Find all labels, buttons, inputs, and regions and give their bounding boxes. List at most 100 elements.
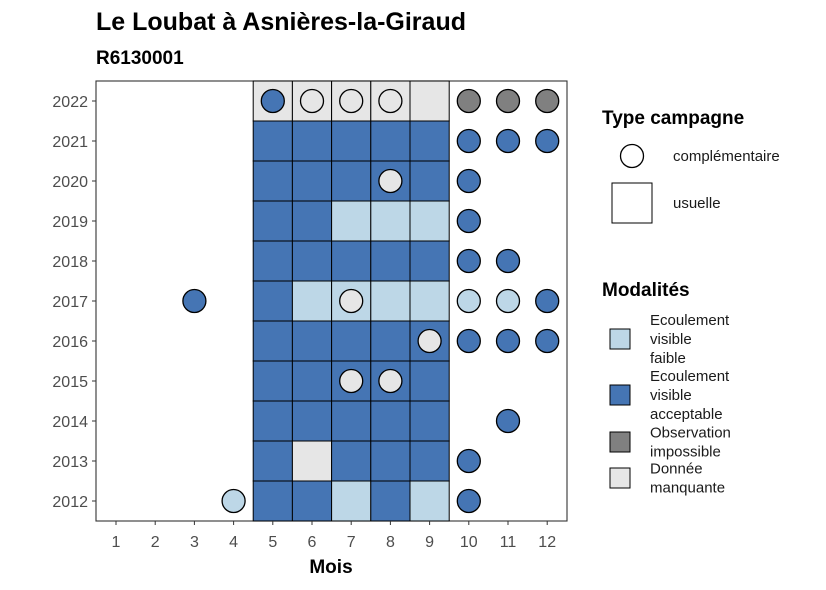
tile-2012-8 xyxy=(370,480,411,522)
point-2021-12 xyxy=(535,128,560,154)
x-tick-label: 7 xyxy=(347,534,356,551)
tile-2016-8 xyxy=(370,320,411,362)
point-2022-6 xyxy=(299,88,325,114)
tile-2019-6 xyxy=(291,200,333,242)
point-2021-10 xyxy=(456,128,481,154)
tile-2021-8 xyxy=(370,120,411,162)
legend-label-faible: Ecoulement visible faible xyxy=(650,312,730,367)
y-tick-label: 2019 xyxy=(52,214,88,231)
legend-label-manquante: Donnée manquante xyxy=(650,461,725,497)
tile-2019-5 xyxy=(252,200,293,242)
tile-2018-5 xyxy=(252,240,293,282)
tile-2013-9 xyxy=(409,440,450,482)
y-tick-label: 2021 xyxy=(52,134,88,151)
point-2017-3 xyxy=(182,288,207,314)
tile-2017-9 xyxy=(409,280,450,322)
tile-2020-7 xyxy=(331,160,372,202)
tile-2013-7 xyxy=(331,440,372,482)
point-2016-9 xyxy=(417,328,442,354)
legend-key-usuelle xyxy=(611,182,653,224)
x-tick-label: 8 xyxy=(386,534,395,551)
tile-2020-5 xyxy=(252,160,293,202)
x-tick-label: 10 xyxy=(460,534,478,551)
point-2016-10 xyxy=(456,328,481,354)
point-2012-4 xyxy=(221,488,246,514)
point-2016-11 xyxy=(495,328,521,354)
tile-2013-8 xyxy=(370,440,411,482)
y-tick-label: 2016 xyxy=(52,334,88,351)
tile-2014-6 xyxy=(291,400,333,442)
point-2017-10 xyxy=(456,288,481,314)
legend-label-complementaire: complémentaire xyxy=(673,148,780,165)
y-tick-label: 2018 xyxy=(52,254,88,271)
tile-2021-6 xyxy=(291,120,333,162)
tile-2020-6 xyxy=(291,160,333,202)
tile-2021-5 xyxy=(252,120,293,162)
point-2016-12 xyxy=(535,328,560,354)
tile-2012-6 xyxy=(291,480,333,522)
point-2022-12 xyxy=(535,88,560,114)
tile-2018-6 xyxy=(291,240,333,282)
tile-2021-9 xyxy=(409,120,450,162)
point-2020-10 xyxy=(456,168,481,194)
tile-2014-5 xyxy=(252,400,293,442)
point-2018-10 xyxy=(456,248,481,274)
tile-2014-8 xyxy=(370,400,411,442)
point-2022-8 xyxy=(378,88,403,114)
chart-subtitle: R6130001 xyxy=(96,48,184,69)
point-2019-10 xyxy=(456,208,481,234)
point-2017-12 xyxy=(535,288,560,314)
y-tick-label: 2020 xyxy=(52,174,88,191)
tile-2017-6 xyxy=(291,280,333,322)
tile-2014-7 xyxy=(331,400,372,442)
tile-2016-5 xyxy=(252,320,293,362)
x-tick-label: 9 xyxy=(425,534,434,551)
y-tick-label: 2014 xyxy=(52,414,88,431)
y-tick-label: 2022 xyxy=(52,94,88,111)
legend-label-acceptable: Ecoulement visible acceptable xyxy=(650,368,730,423)
point-2012-10 xyxy=(456,488,481,514)
tile-2014-9 xyxy=(409,400,450,442)
legend-swatch-impossible xyxy=(609,431,631,453)
y-tick-label: 2012 xyxy=(52,494,88,511)
tile-2013-6 xyxy=(291,440,333,482)
point-2022-10 xyxy=(456,88,481,114)
point-2014-11 xyxy=(495,408,521,434)
x-tick-label: 1 xyxy=(112,534,121,551)
tile-2015-5 xyxy=(252,360,293,402)
tile-2019-8 xyxy=(370,200,411,242)
tile-2013-5 xyxy=(252,440,293,482)
tile-2018-7 xyxy=(331,240,372,282)
tile-2020-9 xyxy=(409,160,450,202)
tile-2017-8 xyxy=(370,280,411,322)
chart-title: Le Loubat à Asnières-la-Giraud xyxy=(96,8,466,36)
x-axis: 1 2 3 4 5 6 7 8 9 10 11 12 xyxy=(112,521,556,551)
tile-2019-7 xyxy=(331,200,372,242)
tile-2012-5 xyxy=(252,480,293,522)
tile-2017-5 xyxy=(252,280,293,322)
x-tick-label: 11 xyxy=(500,534,517,551)
point-2018-11 xyxy=(495,248,521,274)
x-tick-label: 4 xyxy=(229,534,238,551)
tile-2012-7 xyxy=(331,480,372,522)
point-2017-7 xyxy=(339,288,364,314)
point-2022-5 xyxy=(260,88,285,114)
x-tick-label: 3 xyxy=(190,534,199,551)
point-2021-11 xyxy=(495,128,521,154)
point-2020-8 xyxy=(378,168,403,194)
point-2022-7 xyxy=(339,88,364,114)
point-2013-10 xyxy=(456,448,481,474)
legend-swatch-acceptable xyxy=(609,384,631,406)
plot-area xyxy=(95,80,568,522)
tile-2021-7 xyxy=(331,120,372,162)
y-tick-label: 2017 xyxy=(52,294,88,311)
tile-2015-9 xyxy=(409,360,450,402)
tile-2015-6 xyxy=(291,360,333,402)
legend-type: complémentaire usuelle xyxy=(611,143,780,224)
x-tick-label: 12 xyxy=(538,534,556,551)
tile-2022-9 xyxy=(409,80,450,122)
point-2017-11 xyxy=(495,288,521,314)
tile-2016-9 xyxy=(409,320,450,362)
legend-key-complementaire xyxy=(619,143,645,169)
